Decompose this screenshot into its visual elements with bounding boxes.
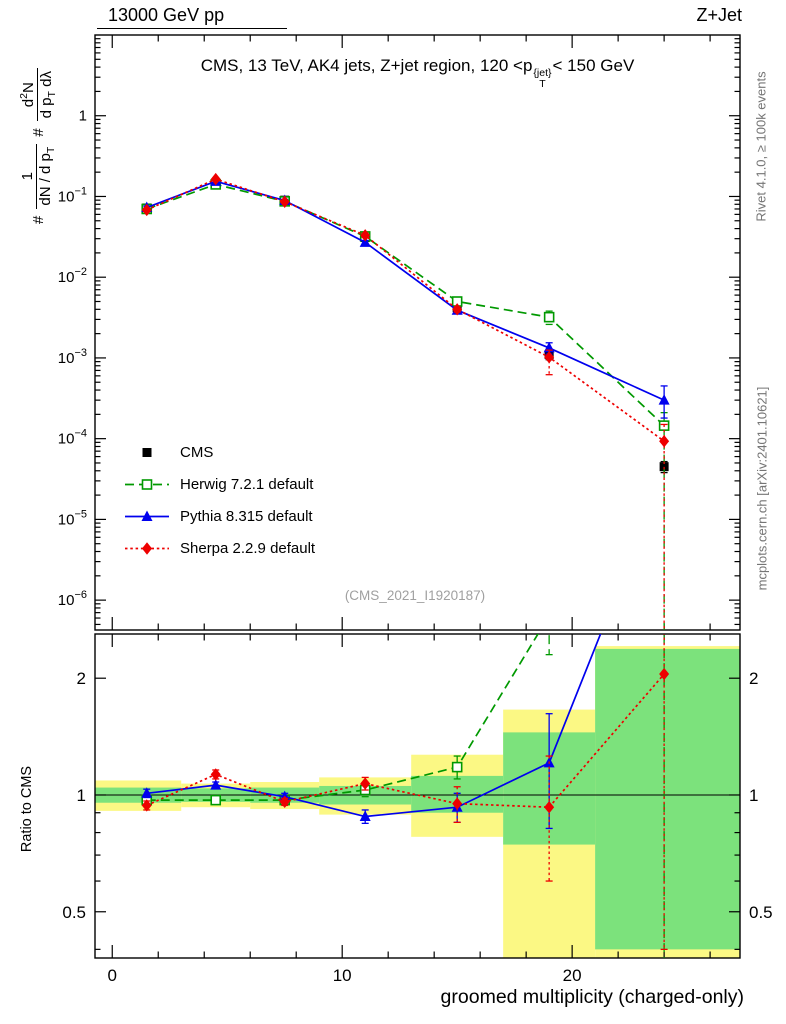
svg-text:2: 2 <box>77 669 86 688</box>
axis-ticks <box>95 35 740 958</box>
plot-title-pre: CMS, 13 TeV, AK4 jets, Z+jet region, 120… <box>200 56 533 75</box>
top-panel-frame <box>94 34 741 631</box>
ylabel-frac1-num: 1 <box>18 171 36 181</box>
ylabel-frac2-den: d pT dλ <box>37 68 59 122</box>
ylabel-hash-2: # <box>29 128 47 137</box>
legend-item-herwig: Herwig 7.2.1 default <box>124 476 315 493</box>
ylabel-frac2-den-text: d p <box>38 97 56 119</box>
ratio-axis-label: Ratio to CMS <box>19 765 35 853</box>
axis-tick-labels: 110−110−210−310−410−510−60.5 0.51 12 20 10 20 <box>58 108 773 985</box>
plot-title: CMS, 13 TeV, AK4 jets, Z+jet region, 120… <box>95 56 740 90</box>
series-sherpa-main <box>141 172 670 630</box>
legend-item-pythia: Pythia 8.315 default <box>124 508 315 525</box>
ylabel-frac1-den-sub: T <box>45 146 58 154</box>
ratio-panel-frame <box>94 633 741 959</box>
mcplots-credit-label: mcplots.cern.ch [arXiv:2401.10621] <box>754 386 770 591</box>
plot-title-sub: T <box>539 78 546 91</box>
svg-text:1: 1 <box>79 108 87 125</box>
x-axis-label: groomed multiplicity (charged-only) <box>440 986 744 1008</box>
svg-text:1: 1 <box>77 786 86 805</box>
ylabel-frac2-den-lambda: dλ <box>38 71 56 92</box>
svg-text:10: 10 <box>333 966 352 985</box>
legend: CMS Herwig 7.2.1 default Pythia 8.315 de… <box>124 444 315 572</box>
ylabel-hash-1: # <box>29 215 47 224</box>
rivet-version-label: Rivet 4.1.0, ≥ 100k events <box>753 71 769 222</box>
pythia-legend-marker <box>125 510 169 521</box>
pt-jet-supsub: {jet} T <box>533 67 552 91</box>
herwig-legend-marker <box>125 479 169 490</box>
legend-item-cms: CMS <box>124 444 315 461</box>
svg-text:10−1: 10−1 <box>58 185 87 205</box>
legend-label-cms: CMS <box>180 444 214 461</box>
y-axis-label: # 1 dN / d pT # d2N d pT dλ <box>7 8 69 284</box>
ylabel-frac2-den-sub: T <box>46 91 59 98</box>
series-cms-main <box>142 178 669 474</box>
svg-text:2: 2 <box>749 669 758 688</box>
analysis-id-watermark: (CMS_2021_I1920187) <box>344 588 486 603</box>
header-underline <box>97 28 287 29</box>
series-pythia-main <box>141 175 670 419</box>
ylabel-fraction-2: d2N d pT dλ <box>18 68 59 122</box>
plot-title-sup: {jet} <box>533 67 552 79</box>
legend-label-sherpa: Sherpa 2.2.9 default <box>180 540 316 557</box>
svg-text:10−6: 10−6 <box>58 589 87 609</box>
svg-text:10−3: 10−3 <box>58 347 87 367</box>
svg-text:10−2: 10−2 <box>58 266 87 286</box>
svg-text:0.5: 0.5 <box>62 903 86 922</box>
uncertainty-bands <box>95 646 740 958</box>
legend-label-herwig: Herwig 7.2.1 default <box>180 476 314 493</box>
svg-text:0.5: 0.5 <box>749 903 773 922</box>
svg-text:1: 1 <box>749 786 758 805</box>
svg-text:0: 0 <box>108 966 117 985</box>
ylabel-frac2-num-n: N <box>19 82 37 94</box>
svg-text:20: 20 <box>563 966 582 985</box>
svg-text:10−4: 10−4 <box>58 428 87 448</box>
ylabel-fraction-1: 1 dN / d pT <box>18 143 58 209</box>
ylabel-frac1-den-text: dN / d p <box>37 153 55 206</box>
legend-label-pythia: Pythia 8.315 default <box>180 508 313 525</box>
sherpa-legend-marker <box>125 542 169 555</box>
stat-uncertainty-band <box>595 648 740 950</box>
series-sherpa-ratio <box>141 634 670 951</box>
beam-energy-label: 13000 GeV pp <box>108 5 225 25</box>
process-label: Z+Jet <box>696 5 742 25</box>
plot-title-post: < 150 GeV <box>552 56 635 75</box>
ylabel-frac1-den: dN / d pT <box>36 143 58 209</box>
svg-text:10−5: 10−5 <box>58 508 87 528</box>
ylabel-frac2-num-sup: 2 <box>17 93 30 99</box>
cms-legend-marker <box>142 448 152 457</box>
legend-item-sherpa: Sherpa 2.2.9 default <box>124 540 315 557</box>
ylabel-frac2-num: d2N <box>18 79 37 110</box>
ylabel-frac2-num-d: d <box>19 98 37 108</box>
